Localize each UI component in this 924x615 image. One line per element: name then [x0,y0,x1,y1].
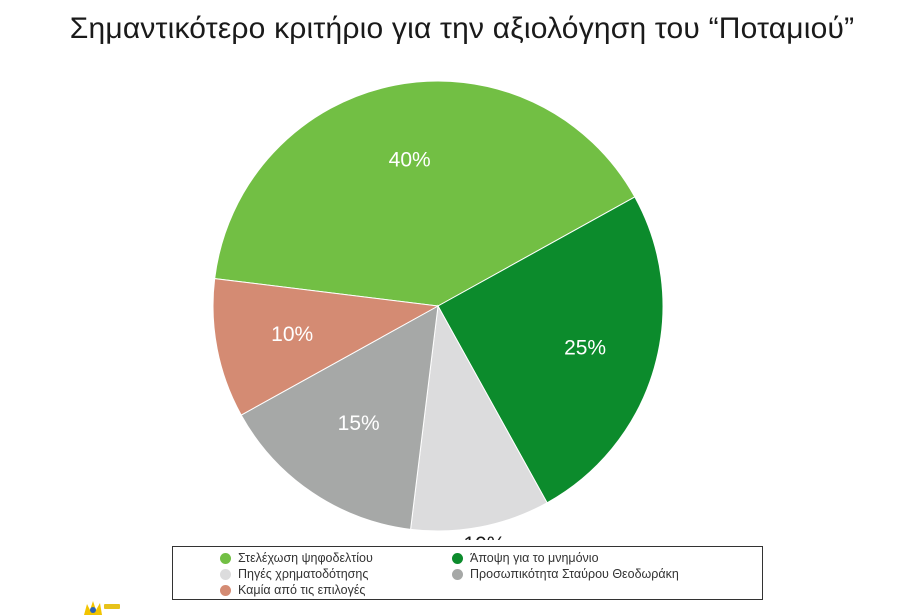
legend-item-mnimonio: Άποψη για το μνημόνιο [452,550,599,566]
legend-item-chrimatodotisi: Πηγές χρηματοδότησης [220,566,368,582]
slice-kamia [212,278,440,416]
slice-prosopikotita [240,305,439,530]
legend-label: Στελέχωση ψηφοδελτίου [238,551,373,565]
legend-item-prosopikotita: Προσωπικότητα Σταύρου Θεοδωράκη [452,566,679,582]
logo-icon [84,601,120,615]
legend-item-stelexosi: Στελέχωση ψηφοδελτίου [220,550,373,566]
legend-label: Προσωπικότητα Σταύρου Θεοδωράκη [470,567,679,581]
legend-swatch [452,552,463,564]
data-label-chrimatodotisi: 10% [463,533,505,540]
legend-swatch [220,568,231,580]
legend-swatch [220,552,231,564]
slice-stelexosi [214,80,636,307]
legend-swatch [452,568,463,580]
chart-title: Σημαντικότερο κριτήριο για την αξιολόγησ… [69,12,855,45]
data-label-kamia: 10% [271,323,313,346]
legend: Στελέχωση ψηφοδελτίου Άποψη για το μνημό… [172,546,763,600]
data-label-mnimonio: 25% [564,337,606,360]
legend-label: Πηγές χρηματοδότησης [238,567,369,581]
data-label-stelexosi: 40% [389,149,431,172]
data-label-prosopikotita: 15% [338,412,380,435]
legend-item-kamia: Καμία από τις επιλογές [220,582,365,598]
slice-mnimonio [437,196,664,504]
slice-chrimatodotisi [410,304,548,532]
legend-label: Άποψη για το μνημόνιο [470,551,599,565]
pie-chart: 40% 25% 10% 15% 10% [212,80,664,540]
legend-swatch [220,584,231,596]
legend-label: Καμία από τις επιλογές [238,583,366,597]
